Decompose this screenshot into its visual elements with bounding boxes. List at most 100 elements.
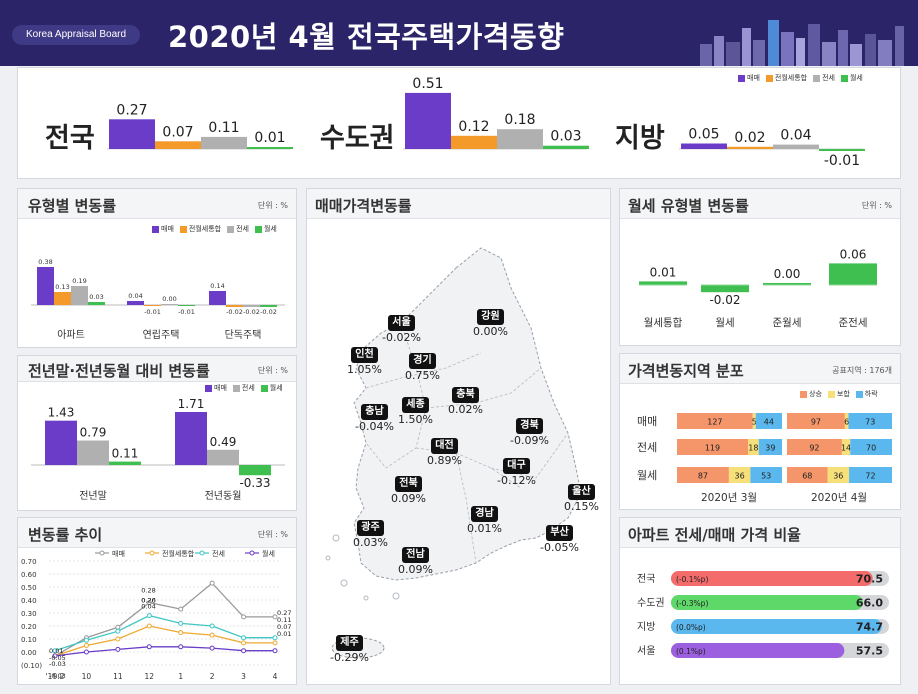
trend-point-label: -0.03	[49, 672, 66, 680]
trend-point	[178, 644, 184, 650]
type-category: 단독주택	[225, 329, 262, 341]
map-region-8: 대전 0.89%	[427, 438, 462, 468]
y-tick-label: 0.10	[21, 636, 37, 644]
trend-point	[146, 644, 152, 650]
ratio-change: (-0.1%p)	[676, 575, 708, 584]
dist-segment	[677, 467, 729, 483]
trend-panel-title: 변동률 추이	[28, 526, 103, 544]
type-bar-label: -0.02	[243, 308, 260, 316]
type-bar-label: 0.14	[210, 282, 224, 290]
dist-value: 87	[698, 472, 708, 481]
trend-point	[209, 645, 215, 651]
summary-bar	[497, 129, 543, 149]
trend-legend-marker	[99, 550, 105, 556]
trend-point	[272, 648, 278, 654]
trend-point	[272, 635, 278, 641]
trend-point	[241, 635, 247, 641]
type-bar-label: -0.01	[144, 308, 161, 316]
summary-legend: 매매 전월세통합 전세 월세	[738, 73, 863, 83]
trend-point	[83, 637, 89, 643]
trend-point	[209, 580, 215, 586]
ratio-bar	[671, 595, 863, 610]
type-bar-label: -0.02	[260, 308, 277, 316]
ratio-label: 서울	[637, 645, 655, 657]
dist-value: 14	[841, 444, 851, 453]
type-bar-label: -0.01	[178, 308, 195, 316]
dist-period: 2020년 3월	[701, 492, 757, 504]
wolse-chart: 0.01 월세통합 -0.02 월세 0.00 준월세 0.06 준전세	[639, 247, 877, 329]
dist-value: 36	[833, 472, 843, 481]
y-tick-label: 0.00	[21, 649, 37, 657]
ratio-bar	[671, 643, 845, 658]
trend-legend-label: 월세	[262, 549, 275, 558]
type-bar	[54, 292, 71, 305]
x-tick-label: 2	[210, 672, 215, 681]
map-region-value: -0.09%	[510, 434, 549, 447]
legend-item: 하락	[855, 389, 878, 399]
type-panel-unit: 단위 : %	[257, 201, 288, 210]
ratio-value: 74.7	[856, 621, 883, 634]
type-panel: 유형별 변동률 단위 : %	[17, 188, 297, 348]
dist-panel-title: 가격변동지역 분포	[628, 362, 744, 380]
dist-value: 44	[764, 418, 774, 427]
map-region-name: 전남	[402, 547, 429, 563]
trend-line	[54, 646, 275, 657]
trend-point	[52, 653, 58, 659]
dist-segment	[827, 467, 850, 483]
trend-legend-marker	[199, 550, 205, 556]
summary-bar	[405, 92, 451, 149]
type-category: 아파트	[57, 329, 85, 341]
map-region-12: 경남 0.01%	[467, 506, 502, 536]
map-panel-title: 매매가격변동률	[315, 197, 412, 215]
yoy-panel-header: 전년말·전년동월 대비 변동률 단위 : %	[18, 356, 296, 382]
wolse-panel-header: 월세 유형별 변동률 단위 : %	[620, 189, 900, 219]
type-category: 연립주택	[143, 328, 180, 341]
summary-bar	[109, 119, 155, 149]
summary-value: 0.05	[688, 127, 719, 143]
region-label: 수도권	[320, 123, 395, 154]
type-bar	[226, 305, 243, 307]
summary-bar	[819, 149, 865, 151]
type-bar	[144, 305, 161, 306]
legend-item: 전세	[227, 224, 249, 234]
trend-point	[209, 632, 215, 638]
type-bar	[260, 305, 277, 307]
type-bar	[178, 305, 195, 306]
map-region-value: -0.02%	[382, 331, 421, 344]
x-tick-label: 4	[273, 672, 278, 681]
trend-line	[54, 625, 275, 657]
trend-point-label: 0.07	[277, 623, 291, 631]
type-legend: 매매 전월세통합 전세 월세	[152, 224, 277, 234]
summary-value: 0.18	[504, 112, 535, 128]
summary-bar	[773, 144, 819, 149]
map-region-value: -0.05%	[540, 541, 579, 554]
wolse-bar	[829, 263, 877, 285]
ratio-panel-header: 아파트 전세/매매 가격 비율	[620, 518, 900, 548]
map-region-name: 인천	[351, 347, 378, 363]
wolse-panel-unit: 단위 : %	[861, 201, 892, 210]
legend-item: 월세	[260, 383, 283, 393]
trend-point	[115, 628, 121, 634]
map-region-value: 0.01%	[467, 522, 502, 535]
legend-item: 매매	[738, 73, 760, 83]
legend-item: 보합	[827, 389, 850, 399]
map-region-5: 세종 1.50%	[398, 397, 433, 427]
type-bar-label: 0.13	[55, 283, 69, 291]
type-bar	[161, 304, 178, 305]
summary-value: 0.07	[162, 124, 193, 140]
trend-legend-label: 전세	[212, 549, 225, 558]
map-region-2: 인천 1.05%	[347, 347, 382, 377]
map-region-value: 0.09%	[398, 563, 433, 576]
y-tick-label: 0.70	[21, 558, 37, 566]
trend-line	[54, 582, 275, 657]
dist-value: 70	[866, 444, 876, 453]
y-tick-label: 0.60	[21, 571, 37, 579]
ratio-change: (0.0%p)	[676, 623, 706, 632]
legend-item: 월세	[840, 73, 863, 83]
type-panel-header: 유형별 변동률 단위 : %	[18, 189, 296, 219]
dist-row-label: 매매	[637, 415, 657, 428]
trend-point	[52, 648, 58, 654]
type-panel-title: 유형별 변동률	[28, 197, 117, 215]
trend-point-label: 0.04	[141, 603, 155, 611]
